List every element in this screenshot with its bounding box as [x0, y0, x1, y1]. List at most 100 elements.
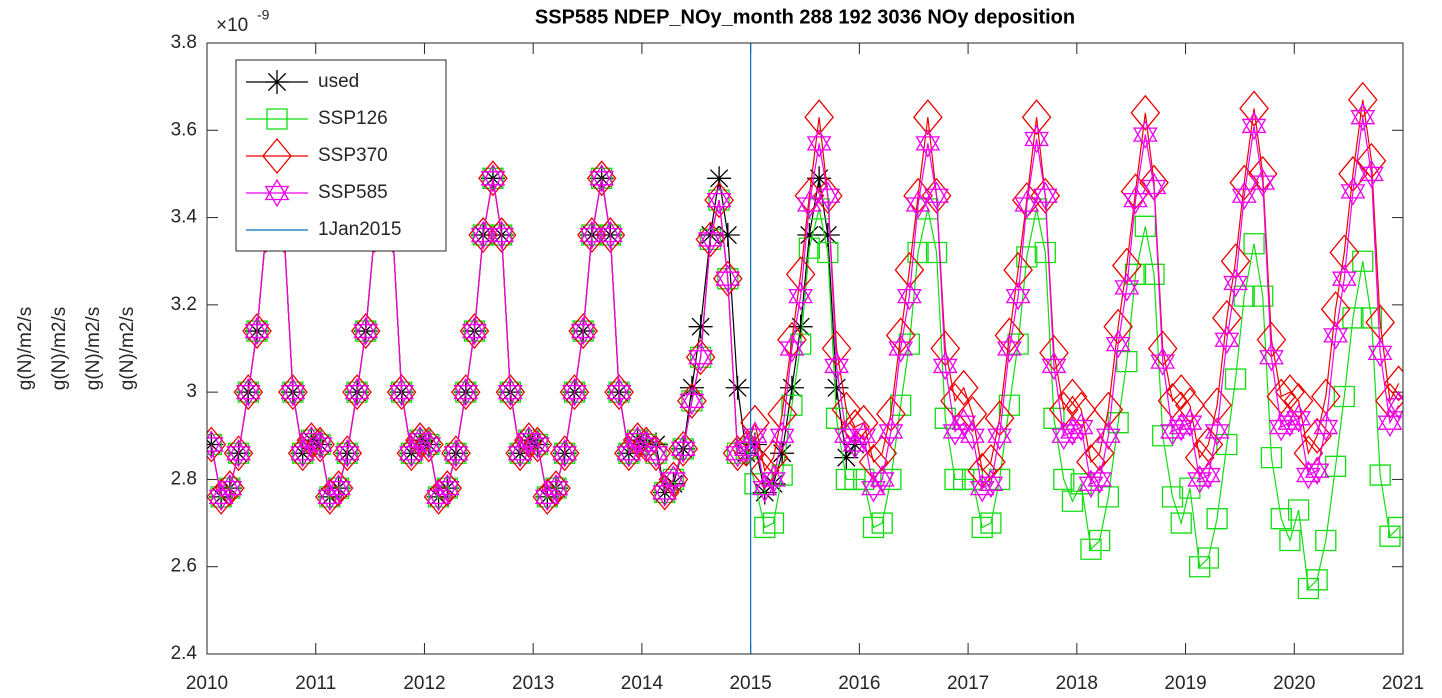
- marker: [597, 220, 623, 250]
- marker: [305, 426, 335, 463]
- marker: [386, 374, 417, 411]
- marker: [1286, 404, 1312, 433]
- marker: [817, 241, 839, 264]
- marker: [848, 404, 879, 441]
- marker: [432, 470, 463, 507]
- marker: [342, 374, 372, 411]
- marker: [1189, 556, 1211, 578]
- marker: [287, 435, 318, 472]
- marker: [606, 377, 632, 407]
- marker: [957, 395, 988, 432]
- marker: [1170, 512, 1192, 534]
- marker: [1021, 99, 1052, 136]
- marker: [233, 374, 264, 411]
- marker: [1388, 516, 1403, 539]
- marker: [806, 129, 832, 158]
- marker: [1239, 90, 1269, 127]
- marker: [589, 163, 615, 193]
- marker: [921, 177, 952, 214]
- x-tick-label: 2021: [1382, 673, 1424, 694]
- marker: [1150, 347, 1176, 376]
- marker: [264, 178, 290, 208]
- plot-frame: [206, 42, 1404, 655]
- marker: [869, 465, 895, 494]
- marker: [796, 190, 822, 219]
- marker: [353, 316, 379, 346]
- marker: [480, 163, 506, 193]
- marker: [712, 260, 743, 297]
- marker: [988, 468, 1011, 491]
- marker: [905, 190, 931, 219]
- marker: [226, 438, 251, 468]
- marker: [740, 404, 770, 441]
- marker: [1243, 233, 1265, 255]
- marker: [998, 394, 1021, 416]
- marker: [797, 223, 822, 248]
- marker: [641, 435, 671, 472]
- marker: [688, 342, 714, 372]
- marker: [742, 421, 768, 451]
- marker: [1097, 486, 1119, 508]
- marker: [1087, 465, 1113, 494]
- marker: [1195, 460, 1221, 490]
- marker: [1184, 439, 1215, 476]
- marker: [1105, 329, 1131, 359]
- marker: [1024, 124, 1049, 154]
- marker: [1224, 368, 1247, 390]
- marker: [1202, 387, 1232, 424]
- marker: [779, 375, 804, 400]
- marker: [815, 223, 840, 248]
- marker: [478, 160, 508, 197]
- marker: [1212, 299, 1242, 336]
- marker: [266, 108, 288, 130]
- marker: [1287, 499, 1310, 521]
- marker: [604, 374, 634, 411]
- marker: [486, 217, 517, 254]
- marker: [1068, 412, 1094, 442]
- marker: [296, 422, 327, 459]
- marker: [788, 281, 814, 311]
- marker: [1095, 421, 1121, 451]
- marker: [1032, 181, 1058, 211]
- x-tick-label: 2018: [1056, 673, 1098, 694]
- x-tick-label: 2016: [838, 673, 880, 694]
- marker: [706, 185, 732, 215]
- y-tick-label: 3.4: [171, 207, 198, 228]
- marker: [742, 432, 767, 457]
- x-tick-label: 2020: [1273, 673, 1315, 694]
- marker: [1053, 468, 1075, 491]
- marker: [1043, 407, 1065, 429]
- marker: [332, 435, 363, 472]
- marker: [453, 377, 479, 407]
- marker: [1329, 234, 1360, 271]
- marker: [207, 478, 236, 515]
- marker: [1379, 525, 1401, 547]
- marker: [798, 237, 820, 259]
- x-tick-label: 2014: [621, 673, 664, 694]
- marker: [1076, 443, 1106, 480]
- marker: [1030, 177, 1061, 214]
- marker: [1152, 425, 1174, 447]
- marker: [1161, 486, 1184, 508]
- marker: [858, 443, 889, 480]
- y-tick-label: 2.8: [171, 468, 197, 489]
- marker: [505, 435, 535, 472]
- y-tick-label: 3: [186, 381, 197, 402]
- marker: [781, 394, 803, 416]
- y-tick-label: 3.2: [171, 294, 197, 315]
- marker: [280, 377, 306, 407]
- marker: [1093, 391, 1124, 428]
- marker: [980, 512, 1002, 534]
- marker: [244, 316, 270, 346]
- marker: [853, 468, 875, 491]
- marker: [649, 474, 680, 511]
- marker: [1223, 268, 1248, 298]
- marker: [223, 435, 254, 472]
- marker: [1116, 350, 1138, 373]
- marker: [1034, 241, 1056, 264]
- marker: [1130, 94, 1161, 131]
- marker: [824, 375, 849, 400]
- marker: [762, 512, 785, 534]
- marker: [807, 166, 832, 191]
